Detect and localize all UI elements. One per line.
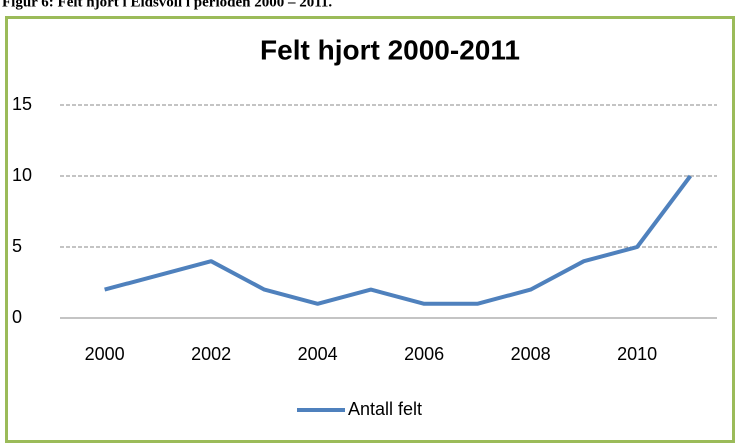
legend-label: Antall felt — [348, 399, 422, 419]
x-tick-label: 2008 — [511, 344, 551, 364]
y-tick-label: 10 — [12, 165, 32, 185]
x-tick-label: 2006 — [404, 344, 444, 364]
x-tick-label: 2010 — [617, 344, 657, 364]
chart-frame — [5, 16, 735, 443]
chart-title: Felt hjort 2000-2011 — [260, 34, 520, 65]
x-tick-label: 2002 — [191, 344, 231, 364]
y-tick-label: 15 — [12, 94, 32, 114]
x-tick-label: 2000 — [85, 344, 125, 364]
y-tick-label: 0 — [12, 307, 22, 327]
x-tick-label: 2004 — [298, 344, 338, 364]
line — [104, 174, 692, 306]
y-tick-label: 5 — [12, 236, 22, 256]
caption: Figur 6: Felt hjort i Eidsvoll i periode… — [2, 0, 332, 10]
